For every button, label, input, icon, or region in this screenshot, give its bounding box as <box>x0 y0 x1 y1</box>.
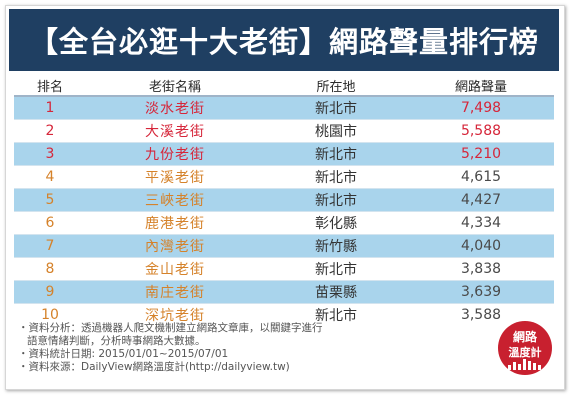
cell-name: 金山老街 <box>86 257 264 281</box>
logo-circle <box>498 321 552 375</box>
note-analysis-1: ・資料分析：透過機器人爬文機制建立網路文章庫，以關鍵字進行 <box>18 322 323 334</box>
table-row: 4 平溪老街 新北市 4,615 <box>14 165 554 189</box>
logo-text-line2: 溫度計 <box>509 345 542 359</box>
cell-volume: 4,615 <box>408 165 554 189</box>
cell-name: 鹿港老街 <box>86 211 264 235</box>
cell-rank: 3 <box>14 142 86 166</box>
logo-bar-6 <box>533 363 536 370</box>
cell-volume: 3,838 <box>408 257 554 281</box>
table-row: 7 內灣老街 新竹縣 4,040 <box>14 234 554 258</box>
cell-volume: 7,498 <box>408 95 554 120</box>
cell-volume: 4,427 <box>408 188 554 212</box>
cell-name: 大溪老街 <box>86 119 264 143</box>
logo-text-line1: 網路 <box>513 329 538 344</box>
cell-volume: 5,588 <box>408 119 554 143</box>
table-row: 9 南庄老街 苗栗縣 3,639 <box>14 280 554 304</box>
table-header-row: 排名 老街名稱 所在地 網路聲量 <box>14 76 554 97</box>
cell-rank: 2 <box>14 119 86 143</box>
header-name: 老街名稱 <box>86 76 264 97</box>
note-analysis-2: 語意情緒判斷，分析時事網路大數據。 <box>27 335 206 347</box>
cell-name: 淡水老街 <box>86 95 264 120</box>
cell-rank: 7 <box>14 234 86 258</box>
cell-location: 新北市 <box>264 95 408 120</box>
cell-rank: 1 <box>14 95 86 120</box>
cell-location: 苗栗縣 <box>264 280 408 304</box>
page-title: 【全台必逛十大老街】網路聲量排行榜 <box>9 9 559 71</box>
cell-location: 新竹縣 <box>264 234 408 258</box>
note-period: ・資料統計日期: 2015/01/01~2015/07/01 <box>18 348 229 360</box>
cell-location: 新北市 <box>264 257 408 281</box>
table-row: 10 深坑老街 新北市 3,588 <box>14 303 554 326</box>
cell-location: 新北市 <box>264 303 408 326</box>
cell-location: 新北市 <box>264 188 408 212</box>
cell-location: 新北市 <box>264 142 408 166</box>
cell-location: 彰化縣 <box>264 211 408 235</box>
header-location: 所在地 <box>264 76 408 97</box>
cell-name: 深坑老街 <box>86 303 264 326</box>
header-volume: 網路聲量 <box>408 76 554 97</box>
cell-location: 新北市 <box>264 165 408 189</box>
cell-volume: 5,210 <box>408 142 554 166</box>
cell-volume: 4,040 <box>408 234 554 258</box>
cell-name: 平溪老街 <box>86 165 264 189</box>
cell-rank: 10 <box>14 303 86 326</box>
cell-location: 桃園市 <box>264 119 408 143</box>
cell-volume: 3,639 <box>408 280 554 304</box>
table-row: 8 金山老街 新北市 3,838 <box>14 257 554 281</box>
table-row: 3 九份老街 新北市 5,210 <box>14 142 554 166</box>
cell-name: 南庄老街 <box>86 280 264 304</box>
cell-rank: 4 <box>14 165 86 189</box>
footnotes: ・資料分析：透過機器人爬文機制建立網路文章庫，以關鍵字進行 語意情緒判斷，分析時… <box>18 322 488 374</box>
table-row: 6 鹿港老街 彰化縣 4,334 <box>14 211 554 235</box>
table-row: 1 淡水老街 新北市 7,498 <box>14 95 554 120</box>
cell-name: 九份老街 <box>86 142 264 166</box>
dailyview-logo: 網路 溫度計 <box>498 321 552 375</box>
logo-bar-5 <box>528 361 531 370</box>
cell-volume: 4,334 <box>408 211 554 235</box>
logo-bar-4 <box>523 359 526 370</box>
cell-volume: 3,588 <box>408 303 554 326</box>
table-row: 2 大溪老街 桃園市 5,588 <box>14 119 554 143</box>
ranking-table: 排名 老街名稱 所在地 網路聲量 1 淡水老街 新北市 7,498 2 大溪老街 桃園市 5,… <box>14 76 554 326</box>
logo-bar-1 <box>508 365 511 370</box>
cell-rank: 6 <box>14 211 86 235</box>
logo-bar-3 <box>518 364 521 370</box>
logo-bar-7 <box>538 365 541 370</box>
table-row: 5 三峽老街 新北市 4,427 <box>14 188 554 212</box>
note-source: ・資料來源：DailyView網路溫度計(http://dailyview.tw… <box>18 361 290 373</box>
header-rank: 排名 <box>14 76 86 97</box>
cell-name: 內灣老街 <box>86 234 264 258</box>
cell-name: 三峽老街 <box>86 188 264 212</box>
cell-rank: 9 <box>14 280 86 304</box>
cell-rank: 5 <box>14 188 86 212</box>
logo-bar-2 <box>513 362 516 370</box>
cell-rank: 8 <box>14 257 86 281</box>
